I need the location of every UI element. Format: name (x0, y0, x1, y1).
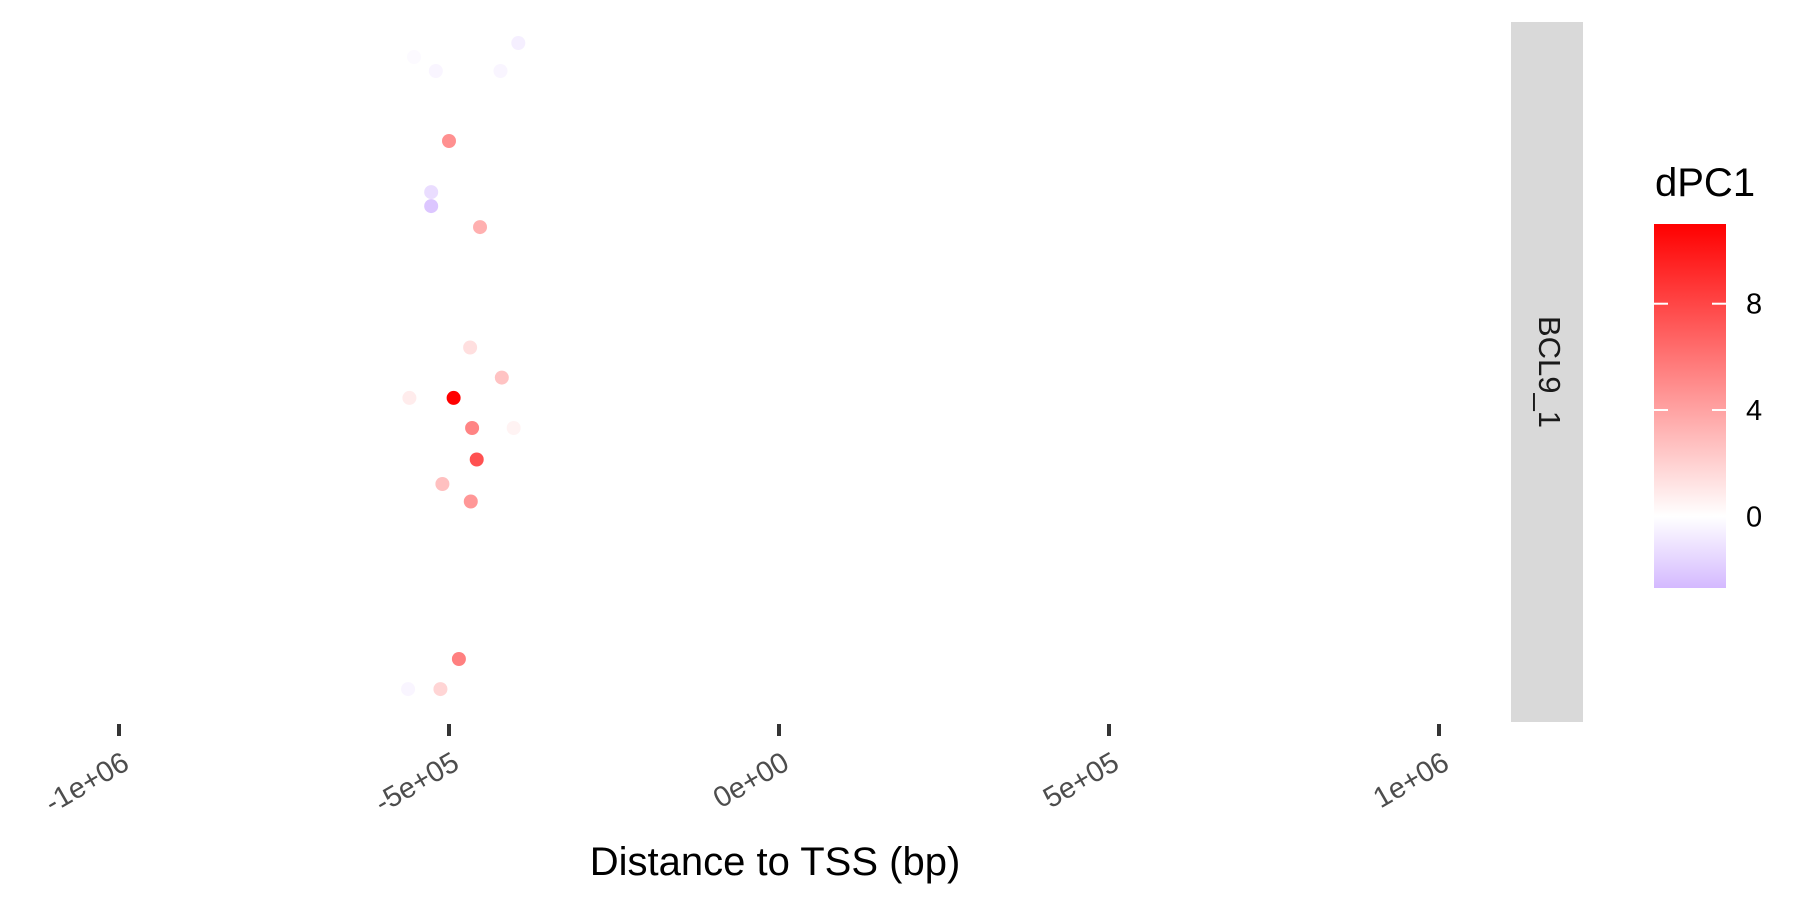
data-point (407, 50, 422, 64)
x-tick-label: 0e+00 (708, 746, 795, 814)
data-point (463, 494, 478, 509)
facet-strip-background (1511, 22, 1583, 722)
x-tick-label: 1e+06 (1368, 746, 1455, 814)
data-point (451, 652, 466, 666)
x-tick-label: -5e+05 (370, 746, 465, 819)
data-point (424, 185, 439, 200)
data-point (493, 64, 508, 78)
legend-tick-label: 0 (1746, 501, 1762, 533)
data-point (473, 220, 488, 235)
data-point (435, 477, 450, 491)
data-point (511, 36, 526, 50)
x-tick-label: 5e+05 (1038, 746, 1125, 814)
data-point (442, 134, 456, 148)
data-point (465, 421, 480, 435)
data-point (401, 682, 416, 697)
legend-colorbar (1654, 224, 1726, 588)
x-tick-label: -1e+06 (40, 746, 135, 819)
data-point (428, 64, 443, 78)
color-legend: dPC1 0 4 8 (1654, 161, 1762, 588)
data-point (446, 390, 461, 405)
points-layer (401, 36, 526, 697)
data-point (469, 452, 484, 467)
legend-ticks: 0 4 8 (1654, 289, 1762, 533)
facet-strip-label: BCL9_1 (1532, 316, 1567, 428)
legend-tick-label: 8 (1746, 289, 1762, 321)
legend-tick-label: 4 (1746, 395, 1762, 427)
facet-strip: BCL9_1 (1511, 22, 1583, 722)
data-point (494, 370, 509, 385)
data-point (402, 390, 417, 405)
x-axis-title: Distance to TSS (bp) (590, 840, 961, 884)
plot-panel (53, 22, 1505, 722)
data-point (424, 199, 439, 214)
data-point (433, 682, 448, 697)
legend-title: dPC1 (1655, 161, 1755, 205)
data-point (506, 421, 521, 435)
data-point (463, 340, 478, 355)
x-axis: -1e+06 -5e+05 0e+00 5e+05 1e+06 (40, 724, 1455, 820)
